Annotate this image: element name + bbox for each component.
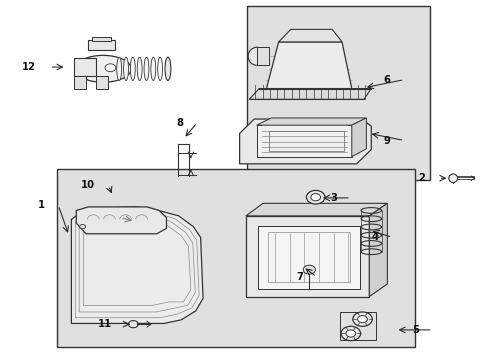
Polygon shape bbox=[74, 58, 96, 76]
Ellipse shape bbox=[352, 312, 371, 326]
Polygon shape bbox=[351, 118, 366, 157]
Text: 3: 3 bbox=[329, 193, 336, 203]
Text: 2: 2 bbox=[417, 173, 424, 183]
Ellipse shape bbox=[357, 316, 366, 323]
Polygon shape bbox=[245, 203, 386, 216]
Ellipse shape bbox=[158, 57, 162, 81]
Ellipse shape bbox=[345, 330, 355, 337]
Polygon shape bbox=[249, 89, 370, 99]
Text: 8: 8 bbox=[176, 118, 183, 128]
Polygon shape bbox=[92, 37, 111, 41]
Ellipse shape bbox=[448, 174, 457, 183]
Text: 12: 12 bbox=[22, 62, 36, 72]
Polygon shape bbox=[71, 207, 203, 323]
Text: 4: 4 bbox=[371, 232, 378, 242]
Ellipse shape bbox=[310, 194, 320, 201]
Ellipse shape bbox=[303, 265, 315, 274]
Ellipse shape bbox=[128, 320, 138, 328]
Polygon shape bbox=[76, 207, 166, 234]
Text: 10: 10 bbox=[81, 180, 95, 190]
Ellipse shape bbox=[144, 57, 149, 81]
Bar bbox=[267, 232, 349, 282]
Polygon shape bbox=[368, 203, 386, 297]
Text: 11: 11 bbox=[98, 319, 112, 329]
Ellipse shape bbox=[247, 47, 264, 65]
Ellipse shape bbox=[80, 225, 85, 229]
Bar bbox=[256, 125, 351, 157]
Bar bbox=[268, 131, 344, 151]
Text: 6: 6 bbox=[383, 75, 390, 85]
Bar bbox=[258, 226, 359, 289]
Polygon shape bbox=[245, 216, 368, 297]
Bar bbox=[246, 6, 429, 180]
Polygon shape bbox=[74, 76, 86, 89]
Bar bbox=[339, 312, 375, 339]
Polygon shape bbox=[96, 76, 108, 89]
Polygon shape bbox=[239, 119, 370, 164]
Text: 9: 9 bbox=[383, 136, 390, 145]
Ellipse shape bbox=[340, 326, 360, 341]
Polygon shape bbox=[256, 118, 366, 125]
Ellipse shape bbox=[306, 190, 325, 204]
Polygon shape bbox=[266, 42, 351, 89]
Polygon shape bbox=[256, 47, 268, 65]
Ellipse shape bbox=[117, 57, 122, 81]
Ellipse shape bbox=[105, 64, 116, 72]
Text: 1: 1 bbox=[38, 200, 44, 210]
Ellipse shape bbox=[123, 57, 128, 81]
Bar bbox=[57, 169, 414, 347]
Ellipse shape bbox=[151, 57, 156, 81]
Text: 5: 5 bbox=[411, 325, 418, 335]
Text: 7: 7 bbox=[296, 272, 303, 282]
Polygon shape bbox=[278, 30, 341, 42]
Ellipse shape bbox=[137, 57, 142, 81]
Ellipse shape bbox=[164, 57, 170, 81]
Ellipse shape bbox=[75, 55, 131, 82]
Polygon shape bbox=[88, 40, 115, 50]
Ellipse shape bbox=[130, 57, 135, 81]
